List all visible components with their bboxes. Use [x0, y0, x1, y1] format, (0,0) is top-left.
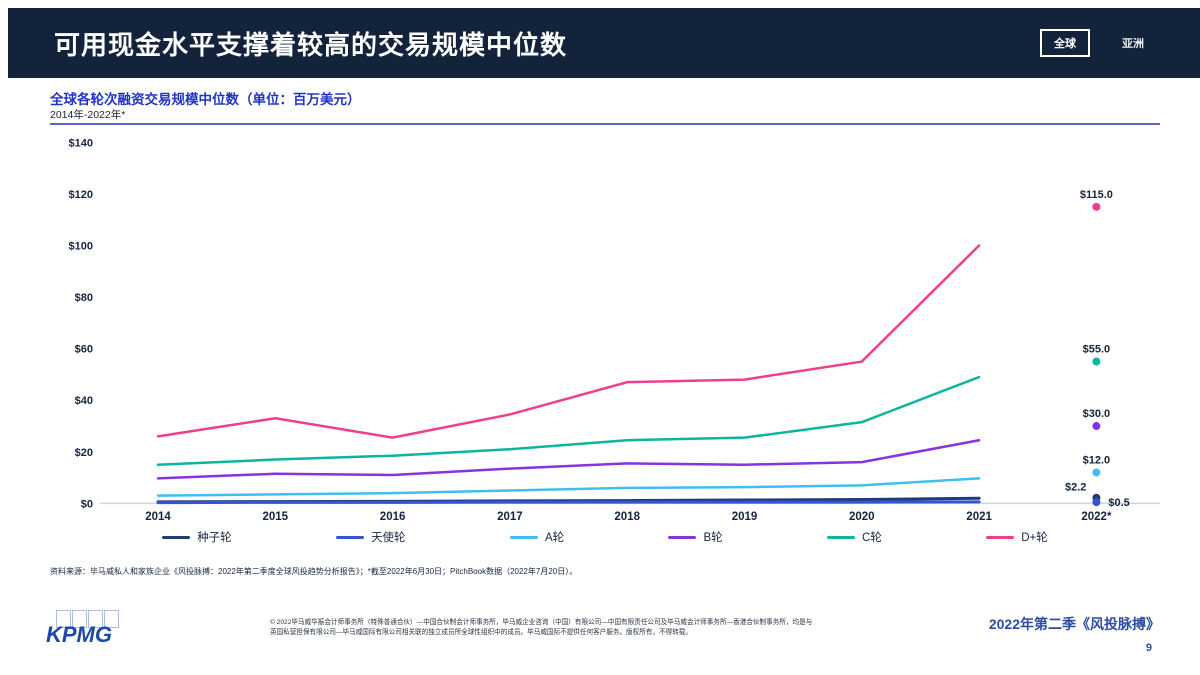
x-tick-label: 2018 — [614, 511, 640, 523]
kpmg-logo: KPMG — [46, 608, 146, 658]
publication-title: 2022年第二季《风投脉搏》 — [988, 616, 1160, 632]
x-tick-label: 2017 — [497, 511, 523, 523]
marker-2022-A轮 — [1092, 468, 1101, 477]
x-tick-label: 2021 — [966, 511, 992, 523]
x-tick-label: 2019 — [732, 511, 758, 523]
legend-label-天使轮: 天使轮 — [371, 532, 406, 544]
legend-item-C轮: C轮 — [827, 529, 882, 545]
legend-swatch-种子轮 — [162, 535, 191, 539]
y-tick-label: $140 — [69, 137, 93, 149]
legend-item-A轮: A轮 — [509, 529, 565, 545]
legend-label-C轮: C轮 — [862, 532, 882, 544]
series-line-D+轮 — [156, 244, 981, 439]
chart-legend: 种子轮 天使轮 A轮 B轮 C轮 D+轮 — [110, 529, 1100, 545]
series-line-A轮 — [156, 477, 981, 497]
page-title: 可用现金水平支撑着较高的交易规模中位数 — [54, 29, 568, 60]
marker-2022-C轮 — [1092, 357, 1101, 366]
y-tick-label: $20 — [75, 447, 93, 459]
chart-title: 全球各轮次融资交易规模中位数（单位：百万美元） — [50, 92, 361, 107]
legend-label-A轮: A轮 — [544, 532, 565, 544]
x-tick-label: 2014 — [145, 511, 171, 523]
page-number: 9 — [1145, 642, 1152, 654]
y-tick-label: $60 — [75, 344, 93, 356]
marker-label-B轮: $30.0 — [1083, 408, 1111, 420]
region-toggle-asia[interactable]: 亚洲 — [1122, 38, 1144, 50]
y-tick-label: $40 — [75, 395, 93, 407]
marker-label-C轮: $55.0 — [1083, 344, 1111, 356]
footer-disclaimer: © 2022毕马威华振会计师事务所（特殊普通合伙）—中国合伙制会计师事务所，毕马… — [270, 619, 813, 637]
y-tick-label: $0 — [81, 498, 93, 510]
legend-item-B轮: B轮 — [668, 529, 723, 545]
legend-swatch-C轮 — [827, 535, 856, 539]
chart-subtitle: 2014年-2022年* — [50, 109, 126, 121]
legend-label-种子轮: 种子轮 — [197, 532, 232, 544]
marker-2022-D+轮 — [1092, 202, 1101, 211]
header-bar: 可用现金水平支撑着较高的交易规模中位数 全球 亚洲 — [8, 8, 1200, 78]
source-note: 资料来源：毕马威私人和家族企业《风投脉搏：2022年第二季度全球风投趋势分析报告… — [50, 567, 578, 576]
series-line-B轮 — [156, 438, 981, 480]
legend-item-种子轮: 种子轮 — [162, 529, 232, 545]
region-toggle-group: 全球 亚洲 — [1040, 29, 1156, 57]
y-tick-label: $120 — [69, 189, 93, 201]
legend-swatch-D+轮 — [986, 535, 1015, 539]
legend-label-D+轮: D+轮 — [1021, 532, 1048, 544]
marker-2022-B轮 — [1092, 422, 1101, 431]
marker-label-种子轮: $2.2 — [1065, 482, 1086, 494]
kpmg-logo-squares — [56, 610, 119, 628]
y-tick-label: $100 — [69, 241, 93, 253]
marker-label-D+轮: $115.0 — [1080, 189, 1113, 201]
marker-label-天使轮: $0.5 — [1108, 497, 1129, 509]
marker-2022-天使轮 — [1092, 498, 1101, 507]
series-line-天使轮 — [156, 500, 981, 505]
legend-swatch-B轮 — [668, 535, 697, 539]
x-tick-label: 2015 — [263, 511, 289, 523]
legend-swatch-A轮 — [509, 535, 538, 539]
legend-label-B轮: B轮 — [703, 532, 723, 544]
x-tick-label: 2020 — [849, 511, 875, 523]
region-toggle-global[interactable]: 全球 — [1040, 29, 1090, 57]
marker-label-A轮: $12.0 — [1083, 454, 1111, 466]
title-divider — [50, 123, 1160, 125]
legend-item-D+轮: D+轮 — [986, 529, 1048, 545]
series-line-C轮 — [156, 375, 981, 466]
legend-item-天使轮: 天使轮 — [336, 529, 406, 545]
x-tick-label: 2022* — [1081, 511, 1112, 523]
x-tick-label: 2016 — [380, 511, 406, 523]
y-tick-label: $80 — [75, 292, 93, 304]
kpmg-logo-text: KPMG — [46, 622, 112, 647]
legend-swatch-天使轮 — [336, 535, 365, 539]
